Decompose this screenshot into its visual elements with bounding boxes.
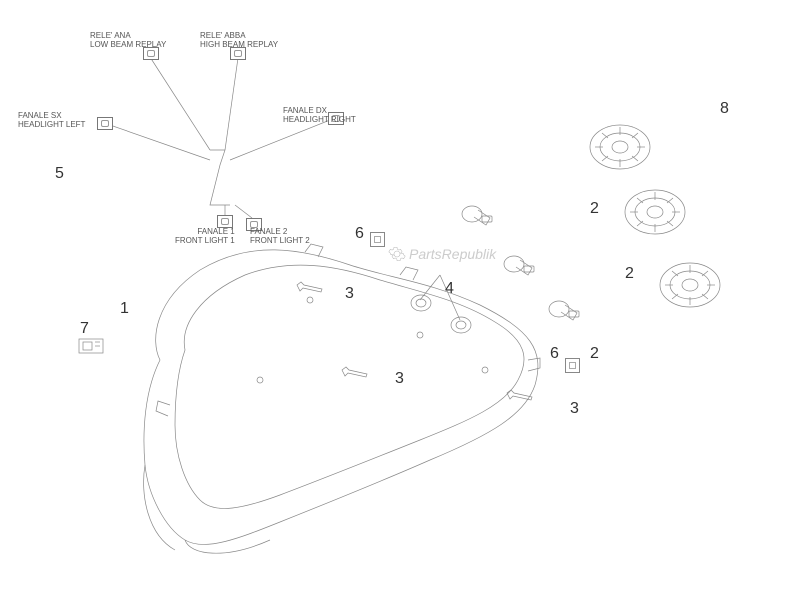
headlight-right-label: FANALE DX HEADLIGHT RIGHT [283,107,356,125]
bulb-1 [458,200,496,238]
callout-6a: 6 [355,225,364,243]
grommet-2 [450,315,472,335]
diagram-canvas: PartsRepublik RELE' ANA LOW BEAM REPLAY … [0,0,800,603]
callout-8: 8 [720,100,729,118]
screw-1 [295,280,325,294]
callout-2b: 2 [625,265,634,283]
callout-1: 1 [120,300,129,318]
callout-2c: 2 [590,345,599,363]
callout-3c: 3 [570,400,579,418]
callout-6b: 6 [550,345,559,363]
bulb-3 [545,295,583,333]
callout-3b: 3 [395,370,404,388]
clip-nut-1 [370,232,385,247]
callout-4: 4 [445,280,454,298]
headlight-left-label: FANALE SX HEADLIGHT LEFT [18,112,85,130]
callout-2a: 2 [590,200,599,218]
rubber-cap-3 [655,258,725,313]
callout-7: 7 [80,320,89,338]
callout-5: 5 [55,165,64,183]
rubber-cap-1 [585,120,655,175]
screw-3 [505,388,535,402]
callout-3a: 3 [345,285,354,303]
grommet-1 [410,293,432,313]
bulb-2 [500,250,538,288]
bracket-item-7 [78,338,104,356]
screw-2 [340,365,370,379]
relay-low-label: RELE' ANA LOW BEAM REPLAY [90,32,166,50]
rubber-cap-2 [620,185,690,240]
relay-high-label: RELE' ABBA HIGH BEAM REPLAY [200,32,278,50]
headlight-left-box [97,117,113,130]
clip-nut-2 [565,358,580,373]
